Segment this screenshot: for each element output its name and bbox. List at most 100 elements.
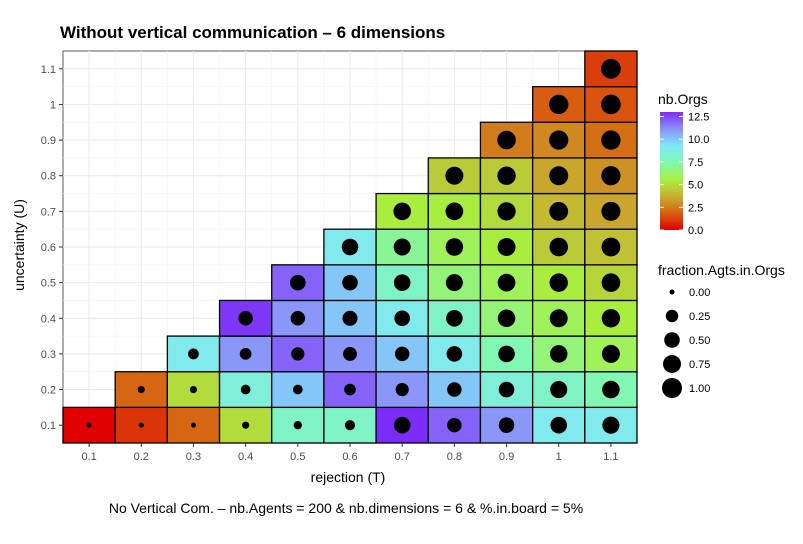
fraction-dot <box>290 274 306 291</box>
fraction-dot <box>498 417 515 433</box>
x-tick-label: 0.7 <box>395 451 410 463</box>
size-key-dot <box>665 309 679 323</box>
x-axis-label: rejection (T) <box>311 469 386 485</box>
fraction-dot <box>445 166 464 185</box>
size-legend: fraction.Agts.in.Orgs 0.00 0.25 0.50 0.75 1.… <box>658 262 785 398</box>
color-tick-label: 5.0 <box>688 180 703 192</box>
fraction-dot <box>498 381 515 398</box>
fraction-dot <box>343 346 357 361</box>
fraction-dot <box>447 417 462 433</box>
fraction-dot <box>549 94 569 115</box>
x-tick-label: 0.5 <box>290 451 305 463</box>
size-key-dot <box>663 355 681 373</box>
size-key-dot <box>669 289 675 295</box>
fraction-dot <box>445 274 463 292</box>
size-key-label: 1.00 <box>689 383 710 395</box>
y-axis-label: uncertainty (U) <box>11 199 27 291</box>
fraction-dot <box>344 383 356 396</box>
fraction-dot <box>293 421 302 430</box>
fraction-dot <box>393 416 411 434</box>
y-tick-label: 0.3 <box>41 349 56 361</box>
fraction-dot <box>601 201 621 221</box>
fraction-dot <box>602 416 620 434</box>
x-tick-label: 1 <box>556 451 562 463</box>
color-tick-label: 2.5 <box>688 202 703 214</box>
x-tick-label: 0.8 <box>447 451 462 463</box>
fraction-dot <box>497 273 516 292</box>
fraction-dot <box>394 310 410 327</box>
y-tick-label: 0.7 <box>41 206 56 218</box>
fraction-dot <box>190 422 196 428</box>
fraction-dot <box>549 201 569 221</box>
fraction-dot <box>393 274 411 291</box>
y-tick-label: 1 <box>50 99 56 111</box>
fraction-dot <box>497 130 516 150</box>
fraction-dot <box>342 310 358 326</box>
fraction-dot <box>602 380 620 399</box>
fraction-dot <box>445 238 464 256</box>
fraction-dot <box>497 238 516 256</box>
y-tick-label: 1.1 <box>41 64 56 76</box>
size-legend-title: fraction.Agts.in.Orgs <box>658 262 785 278</box>
fraction-dot <box>341 238 359 256</box>
y-tick-label: 0.6 <box>41 242 56 254</box>
fraction-dot <box>292 384 303 395</box>
x-tick-label: 0.3 <box>186 451 201 463</box>
fraction-dot <box>549 309 568 328</box>
x-tick-label: 0.4 <box>238 451 253 463</box>
heatmap-cell <box>479 228 534 266</box>
color-legend-title: nb.Orgs <box>658 91 708 107</box>
fraction-dot <box>239 348 252 360</box>
y-tick-label: 0.5 <box>41 278 56 290</box>
chart-caption: No Vertical Com. – nb.Agents = 200 & nb.… <box>109 500 583 516</box>
heatmap-cell <box>375 299 429 337</box>
x-tick-label: 1.1 <box>603 451 618 463</box>
y-tick-label: 0.4 <box>41 313 56 325</box>
color-legend-ticks: 12.5 10.0 7.5 5.0 2.5 0.0 <box>660 112 709 237</box>
x-tick-label: 0.1 <box>81 451 96 463</box>
size-key-label: 0.00 <box>689 287 710 299</box>
fraction-dot <box>549 166 569 186</box>
color-tick-label: 12.5 <box>688 112 709 124</box>
color-legend: nb.Orgs 12.5 10.0 7.5 5.0 2.5 0.0 <box>658 91 709 237</box>
y-axis-ticks: 0.1 0.2 0.3 0.4 0.5 0.6 0.7 0.8 0.9 1 1.1 <box>41 64 63 432</box>
size-key-label: 0.25 <box>689 311 710 323</box>
fraction-dot <box>549 345 568 363</box>
color-bar <box>660 112 683 230</box>
fraction-dot <box>446 309 463 327</box>
fraction-dot <box>290 311 306 326</box>
color-tick-label: 0.0 <box>688 225 703 237</box>
color-tick-label: 7.5 <box>688 157 703 169</box>
size-dots <box>86 58 621 434</box>
y-tick-label: 0.9 <box>41 135 56 147</box>
fraction-dot <box>497 166 516 185</box>
fraction-dot <box>601 130 621 150</box>
fraction-dot <box>242 421 250 429</box>
fraction-dot <box>393 238 411 256</box>
fraction-dot <box>395 382 409 397</box>
x-tick-label: 0.6 <box>342 451 357 463</box>
fraction-dot <box>446 346 463 362</box>
fraction-dot <box>549 130 569 150</box>
fraction-dot <box>394 346 410 362</box>
fraction-dot <box>601 58 621 79</box>
y-tick-label: 0.2 <box>41 385 56 397</box>
fraction-dot <box>188 348 199 360</box>
fraction-dot <box>498 345 515 363</box>
fraction-dot <box>549 237 569 257</box>
fraction-dot <box>342 274 358 291</box>
size-legend-keys: 0.00 0.25 0.50 0.75 1.00 <box>662 287 710 398</box>
fraction-dot <box>344 420 356 431</box>
size-key-label: 0.75 <box>689 359 710 371</box>
fraction-dot <box>238 311 253 326</box>
fraction-dot <box>601 94 621 115</box>
fraction-dot <box>447 382 462 397</box>
size-key-label: 0.50 <box>689 335 710 347</box>
fraction-dot <box>137 385 145 394</box>
fraction-dot <box>601 237 621 257</box>
color-tick-label: 10.0 <box>688 134 709 146</box>
fraction-dot <box>291 347 305 361</box>
y-tick-label: 0.8 <box>41 171 56 183</box>
fraction-dot <box>550 380 568 399</box>
